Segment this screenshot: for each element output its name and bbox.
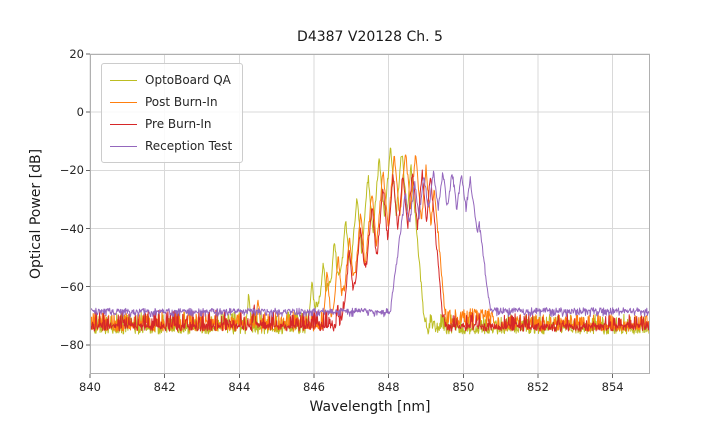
x-axis-label: Wavelength [nm]: [309, 399, 431, 415]
legend-item: Reception Test: [110, 135, 232, 157]
plot-border: [90, 54, 650, 374]
legend-item: OptoBoard QA: [110, 69, 232, 91]
x-tick-label: 848: [377, 380, 400, 394]
x-tick-label: 850: [452, 380, 475, 394]
y-tick-label: 0: [76, 105, 84, 120]
chart-title: D4387 V20128 Ch. 5: [297, 29, 443, 45]
series-line-reception-test: [90, 170, 650, 318]
legend-item: Pre Burn-In: [110, 113, 232, 135]
y-tick-label: −20: [59, 163, 84, 178]
legend-item-label: Pre Burn-In: [145, 117, 212, 131]
x-tick-label: 852: [527, 380, 549, 394]
legend: OptoBoard QA Post Burn-In Pre Burn-In Re…: [101, 63, 244, 163]
y-tick-label: −40: [59, 221, 84, 236]
series-line-optoboard-qa: [90, 147, 650, 335]
legend-item-label: Post Burn-In: [145, 95, 218, 109]
legend-line-swatch: [110, 79, 137, 81]
series-line-pre-burn-in: [90, 169, 650, 332]
y-tick-label: −80: [59, 337, 84, 352]
x-tick-label: 840: [79, 380, 101, 394]
legend-item: Post Burn-In: [110, 91, 232, 113]
legend-item-label: OptoBoard QA: [145, 73, 231, 87]
legend-line-swatch: [110, 101, 137, 103]
series-line-post-burn-in: [90, 154, 650, 332]
y-tick-label: −60: [59, 279, 84, 294]
x-tick-label: 854: [601, 380, 624, 394]
legend-line-swatch: [110, 145, 137, 147]
legend-item-label: Reception Test: [145, 139, 233, 153]
legend-line-swatch: [110, 123, 137, 125]
x-tick-label: 844: [228, 380, 251, 394]
y-tick-label: 20: [69, 47, 84, 61]
x-tick-label: 842: [153, 380, 176, 394]
x-tick-label: 846: [303, 380, 325, 394]
series-group: [90, 147, 650, 335]
